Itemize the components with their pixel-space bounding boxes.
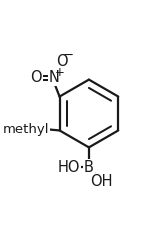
Text: methyl: methyl (3, 123, 50, 136)
Text: N: N (49, 70, 60, 85)
Text: −: − (62, 49, 73, 62)
Text: B: B (84, 160, 94, 175)
Text: O: O (30, 70, 42, 85)
Text: +: + (55, 66, 65, 79)
Text: OH: OH (90, 174, 113, 189)
Text: O: O (36, 122, 47, 137)
Text: O: O (56, 54, 68, 69)
Text: HO: HO (58, 160, 80, 175)
